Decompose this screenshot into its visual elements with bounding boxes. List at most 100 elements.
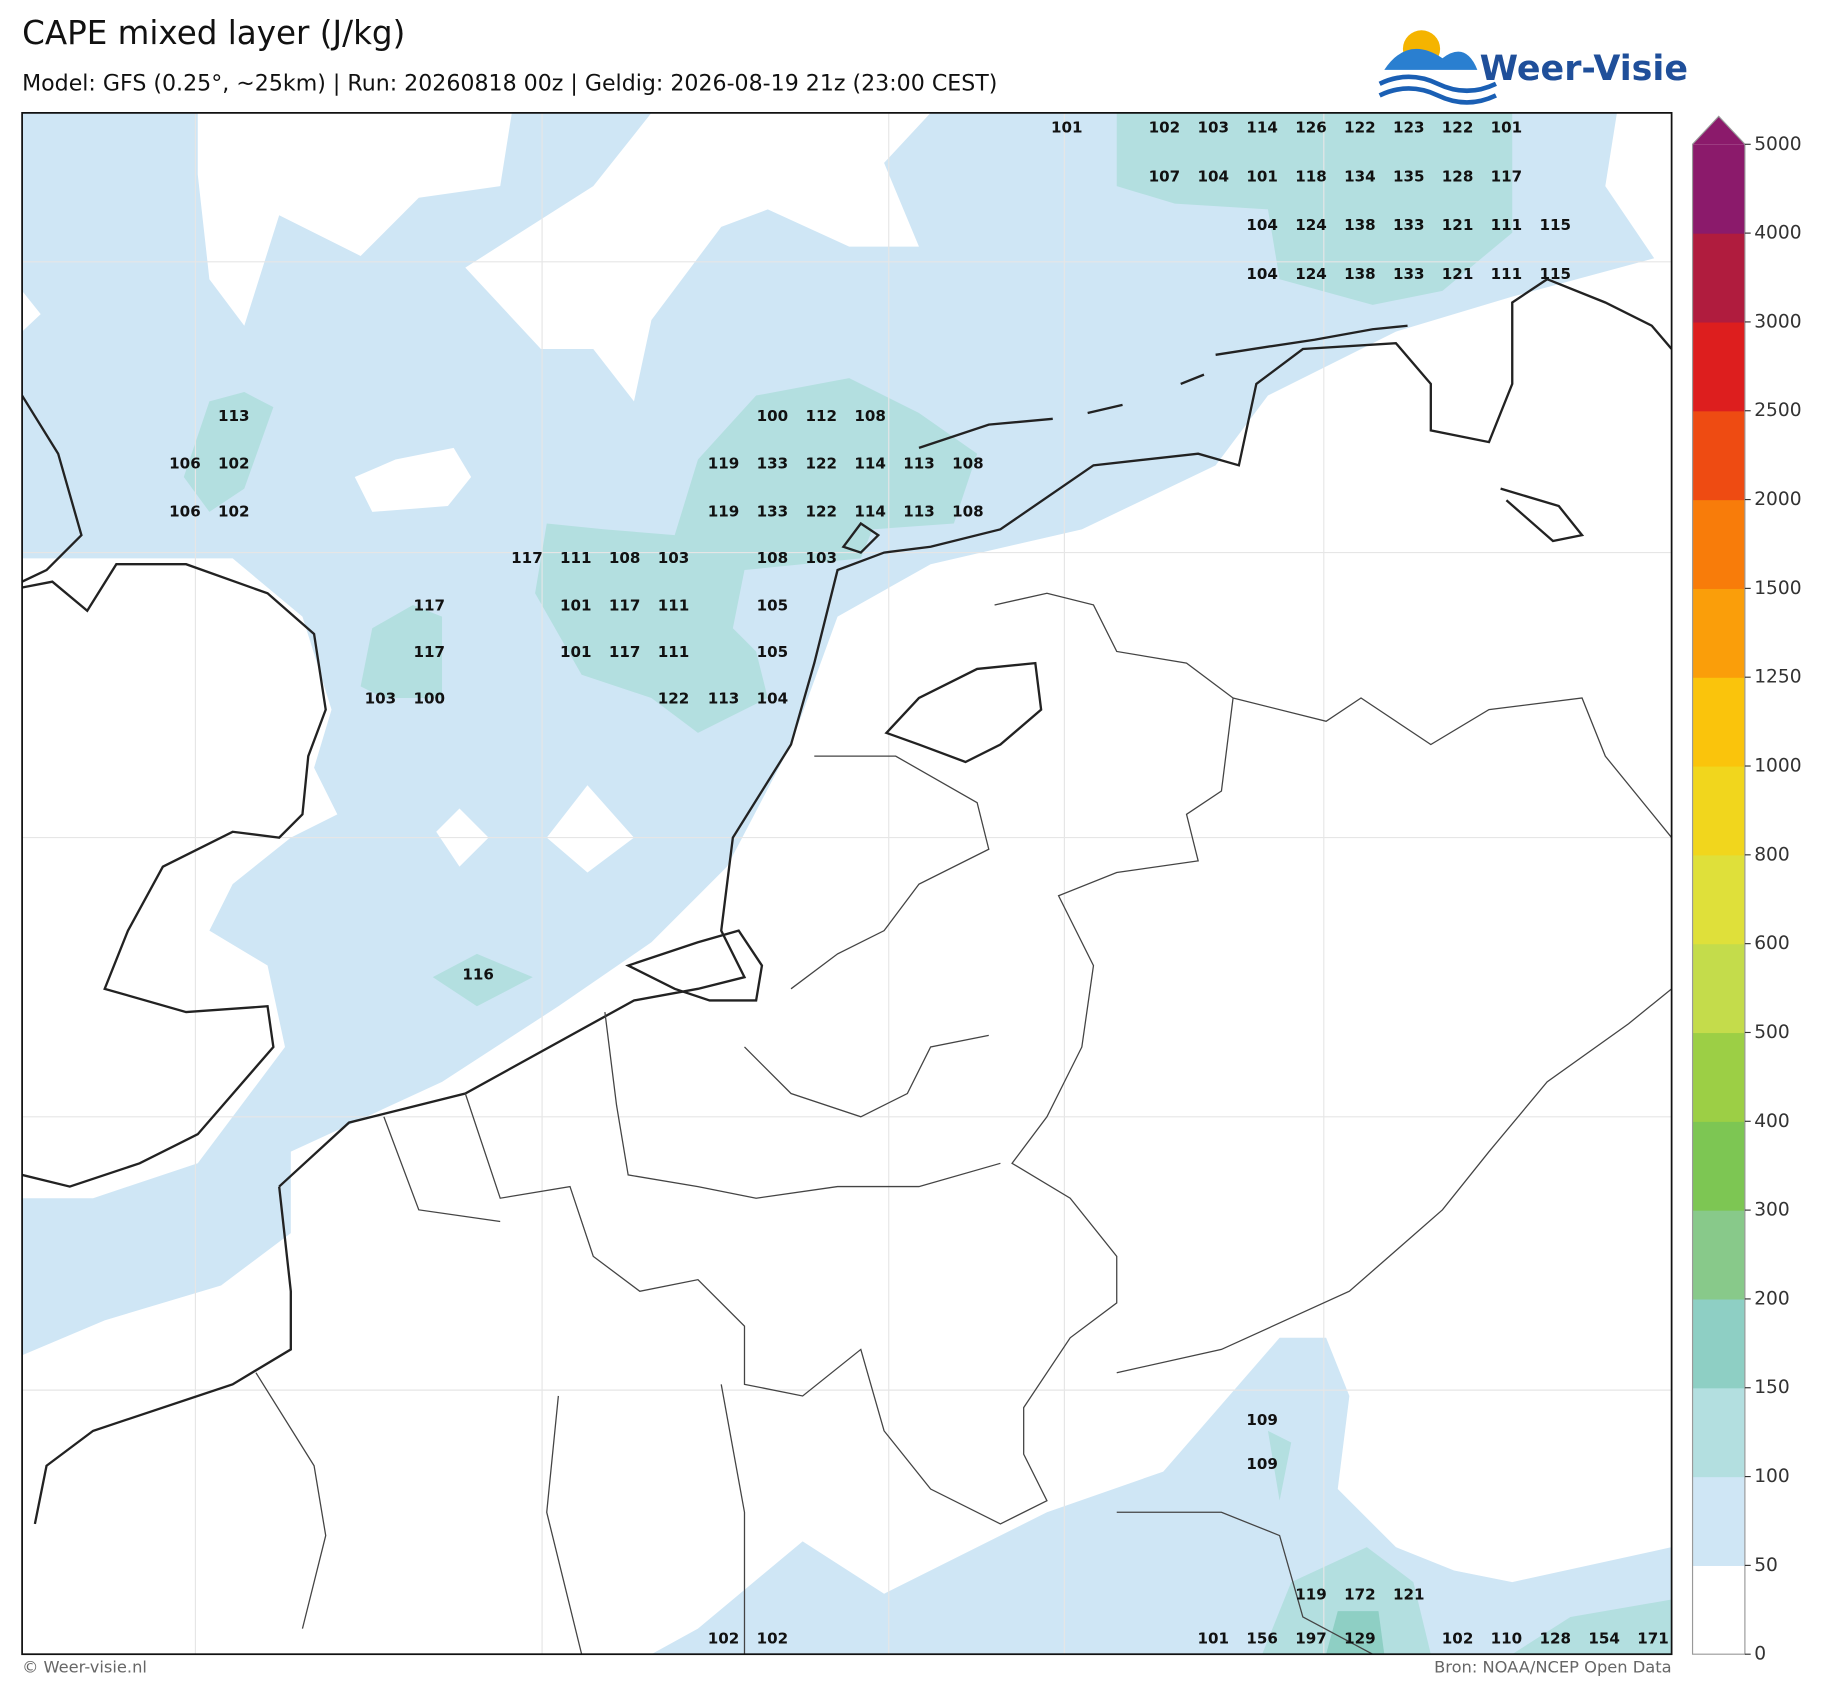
cape-value: 102 <box>1442 1630 1474 1648</box>
cape-value: 108 <box>854 407 886 425</box>
colorbar-bin <box>1692 233 1745 323</box>
cape-value: 113 <box>903 455 935 473</box>
cape-value: 103 <box>658 549 690 567</box>
colorbar-bin <box>1692 854 1745 945</box>
title: CAPE mixed layer (J/kg) <box>22 14 405 52</box>
footer-left: © Weer-visie.nl <box>22 1658 147 1677</box>
colorbar-bin <box>1692 321 1745 412</box>
cape-value: 138 <box>1344 216 1376 234</box>
colorbar-bin <box>1692 588 1745 678</box>
cape-value: 154 <box>1588 1630 1620 1648</box>
subtitle: Model: GFS (0.25°, ~25km) | Run: 2026081… <box>22 70 997 96</box>
colorbar-bin <box>1692 1298 1745 1389</box>
colorbar-label: 800 <box>1754 844 1790 865</box>
cape-value: 119 <box>708 455 740 473</box>
cape-value: 122 <box>805 455 837 473</box>
colorbar-outline <box>1691 115 1746 1655</box>
cape-value: 103 <box>805 549 837 567</box>
cape-value: 101 <box>1491 119 1523 137</box>
colorbar-label: 300 <box>1754 1200 1790 1221</box>
cape-value: 138 <box>1344 265 1376 283</box>
colorbar-label: 5000 <box>1754 134 1801 155</box>
cape-value: 104 <box>1246 216 1278 234</box>
cape-value: 103 <box>365 690 397 708</box>
cape-value: 108 <box>952 455 984 473</box>
cape-value: 133 <box>757 502 789 520</box>
cape-value: 121 <box>1393 1585 1425 1603</box>
footer-right: Bron: NOAA/NCEP Open Data <box>1434 1658 1672 1677</box>
cape-value: 121 <box>1442 216 1474 234</box>
colorbar-bin <box>1692 1565 1745 1655</box>
cape-value: 103 <box>1198 119 1230 137</box>
cape-value: 133 <box>1393 265 1425 283</box>
cape-value: 117 <box>511 549 543 567</box>
cape-value: 100 <box>413 690 445 708</box>
cape-value: 111 <box>658 643 690 661</box>
cape-value: 102 <box>218 502 250 520</box>
map: 101 102 103 114 126 122 123 122 101 107 104 101 118 1… <box>22 112 1672 1655</box>
colorbar-bin <box>1692 943 1745 1034</box>
cape-value: 102 <box>218 455 250 473</box>
cape-value: 123 <box>1393 119 1425 137</box>
cape-value: 129 <box>1344 1630 1376 1648</box>
cape-value: 109 <box>1246 1455 1278 1473</box>
colorbar-bin <box>1692 410 1745 501</box>
cape-value: 172 <box>1344 1585 1376 1603</box>
cape-value: 101 <box>1051 119 1083 137</box>
cape-labels: 101 102 103 114 126 122 123 122 101 107 104 101 118 1… <box>169 119 1669 1648</box>
cape-value: 104 <box>1198 167 1230 185</box>
cape-value: 117 <box>609 597 641 615</box>
cape-value: 102 <box>757 1630 789 1648</box>
cape-value: 113 <box>708 690 740 708</box>
cape-value: 156 <box>1246 1630 1278 1648</box>
colorbar-extend <box>1692 116 1745 145</box>
cape-value: 106 <box>169 502 201 520</box>
cape-value: 108 <box>952 502 984 520</box>
cape-value: 122 <box>1344 119 1376 137</box>
colorbar-label: 600 <box>1754 933 1790 954</box>
cape-value: 107 <box>1149 167 1181 185</box>
colorbar-label: 2500 <box>1754 400 1801 421</box>
logo-text: Weer-Visie <box>1480 49 1688 89</box>
coastlines <box>22 277 1672 1525</box>
cape-value: 197 <box>1295 1630 1327 1648</box>
cape-value: 105 <box>757 597 789 615</box>
cape-value: 111 <box>560 549 592 567</box>
colorbar-bin <box>1692 677 1745 767</box>
colorbar-label: 2000 <box>1754 489 1801 510</box>
cape-value: 110 <box>1491 1630 1523 1648</box>
cape-value: 121 <box>1442 265 1474 283</box>
cape-value: 114 <box>1246 119 1278 137</box>
cape-value: 104 <box>1246 265 1278 283</box>
cape-value: 101 <box>560 597 592 615</box>
cape-value: 101 <box>560 643 592 661</box>
cape-value: 122 <box>658 690 690 708</box>
cape-value: 119 <box>1295 1585 1327 1603</box>
cape-value: 108 <box>757 549 789 567</box>
cape-value: 171 <box>1637 1630 1669 1648</box>
cape-value: 111 <box>658 597 690 615</box>
colorbar: 0 50 100 150 200 300 400 500 600 800 1000 1250 1500 2… <box>1691 115 1802 1665</box>
cape-value: 116 <box>462 965 494 983</box>
colorbar-label: 1250 <box>1754 667 1801 688</box>
cape-value: 105 <box>757 643 789 661</box>
colorbar-label: 1000 <box>1754 756 1801 777</box>
cape-value: 133 <box>757 455 789 473</box>
cape-value: 117 <box>413 597 445 615</box>
cape-value: 101 <box>1198 1630 1230 1648</box>
colorbar-label: 1500 <box>1754 578 1801 599</box>
colorbar-bin <box>1692 1476 1745 1566</box>
cape-value: 119 <box>708 502 740 520</box>
colorbar-bin <box>1692 144 1745 234</box>
cape-value: 117 <box>1491 167 1523 185</box>
cape-value: 117 <box>413 643 445 661</box>
cape-value: 115 <box>1540 265 1572 283</box>
cape-value: 109 <box>1246 1411 1278 1429</box>
cape-value: 101 <box>1246 167 1278 185</box>
colorbar-label: 3000 <box>1754 311 1801 332</box>
colorbar-label: 150 <box>1754 1377 1790 1398</box>
colorbar-label: 200 <box>1754 1288 1790 1309</box>
cape-value: 111 <box>1491 265 1523 283</box>
cape-value: 113 <box>218 407 250 425</box>
